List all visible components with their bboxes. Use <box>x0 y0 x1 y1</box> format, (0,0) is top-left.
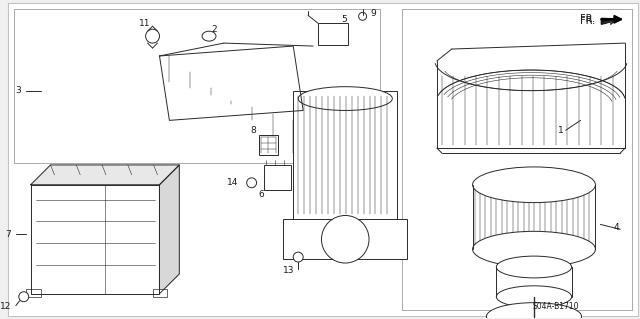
Circle shape <box>246 178 257 188</box>
Ellipse shape <box>472 167 595 203</box>
Bar <box>152 289 168 297</box>
Polygon shape <box>159 46 303 120</box>
Text: FR.: FR. <box>580 14 595 24</box>
Ellipse shape <box>472 231 595 267</box>
Text: 2: 2 <box>211 25 217 34</box>
Bar <box>284 219 407 259</box>
Text: 6: 6 <box>259 190 264 199</box>
Text: S04A-B1710: S04A-B1710 <box>532 302 579 311</box>
Polygon shape <box>31 165 179 185</box>
Text: 8: 8 <box>251 126 257 135</box>
Text: 14: 14 <box>227 178 239 187</box>
Bar <box>318 23 348 45</box>
Text: 7: 7 <box>5 230 11 239</box>
Polygon shape <box>602 18 620 24</box>
Bar <box>264 165 291 190</box>
Bar <box>26 289 40 297</box>
Text: 3: 3 <box>15 86 20 95</box>
Text: 9: 9 <box>371 9 376 18</box>
Bar <box>293 91 397 219</box>
Circle shape <box>19 292 29 302</box>
Ellipse shape <box>497 286 572 308</box>
Polygon shape <box>31 185 159 294</box>
Circle shape <box>321 215 369 263</box>
Text: 13: 13 <box>282 266 294 276</box>
Text: 5: 5 <box>340 15 346 24</box>
Ellipse shape <box>298 87 392 110</box>
Text: 4: 4 <box>613 223 619 232</box>
Text: 11: 11 <box>139 19 150 28</box>
Text: FR.: FR. <box>580 16 595 26</box>
Circle shape <box>146 29 159 43</box>
Text: 1: 1 <box>558 126 564 135</box>
Bar <box>259 135 278 155</box>
Polygon shape <box>159 165 179 294</box>
Circle shape <box>358 12 367 20</box>
Circle shape <box>293 252 303 262</box>
Ellipse shape <box>202 31 216 41</box>
Ellipse shape <box>486 303 582 319</box>
Text: 12: 12 <box>0 302 11 311</box>
Ellipse shape <box>497 256 572 278</box>
Bar <box>14 9 380 163</box>
Bar <box>402 9 632 310</box>
